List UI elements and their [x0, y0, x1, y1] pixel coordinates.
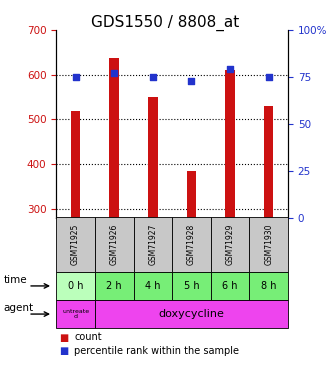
Text: GDS1550 / 8808_at: GDS1550 / 8808_at: [91, 15, 240, 31]
Text: GSM71929: GSM71929: [225, 224, 235, 266]
Text: untreate
d: untreate d: [62, 309, 89, 320]
Text: GSM71927: GSM71927: [148, 224, 157, 266]
Text: GSM71928: GSM71928: [187, 224, 196, 266]
Point: [266, 74, 271, 80]
Point: [150, 74, 156, 80]
Text: GSM71926: GSM71926: [110, 224, 119, 266]
Text: 2 h: 2 h: [106, 281, 122, 291]
Point: [227, 66, 233, 72]
Text: ■: ■: [60, 333, 69, 342]
Bar: [187, 171, 196, 217]
Text: agent: agent: [3, 303, 33, 313]
Text: doxycycline: doxycycline: [159, 309, 224, 319]
Text: ■: ■: [60, 346, 69, 355]
Bar: [225, 70, 235, 217]
Point: [189, 78, 194, 84]
Bar: [109, 58, 119, 217]
Text: percentile rank within the sample: percentile rank within the sample: [74, 346, 239, 355]
Text: 4 h: 4 h: [145, 281, 161, 291]
Point: [112, 70, 117, 76]
Bar: [148, 98, 158, 218]
Text: time: time: [3, 275, 27, 285]
Text: GSM71930: GSM71930: [264, 224, 273, 266]
Text: 8 h: 8 h: [261, 281, 276, 291]
Text: count: count: [74, 333, 102, 342]
Bar: [264, 106, 273, 218]
Text: 0 h: 0 h: [68, 281, 83, 291]
Bar: [71, 111, 80, 218]
Text: GSM71925: GSM71925: [71, 224, 80, 266]
Point: [73, 74, 78, 80]
Text: 5 h: 5 h: [184, 281, 199, 291]
Text: 6 h: 6 h: [222, 281, 238, 291]
